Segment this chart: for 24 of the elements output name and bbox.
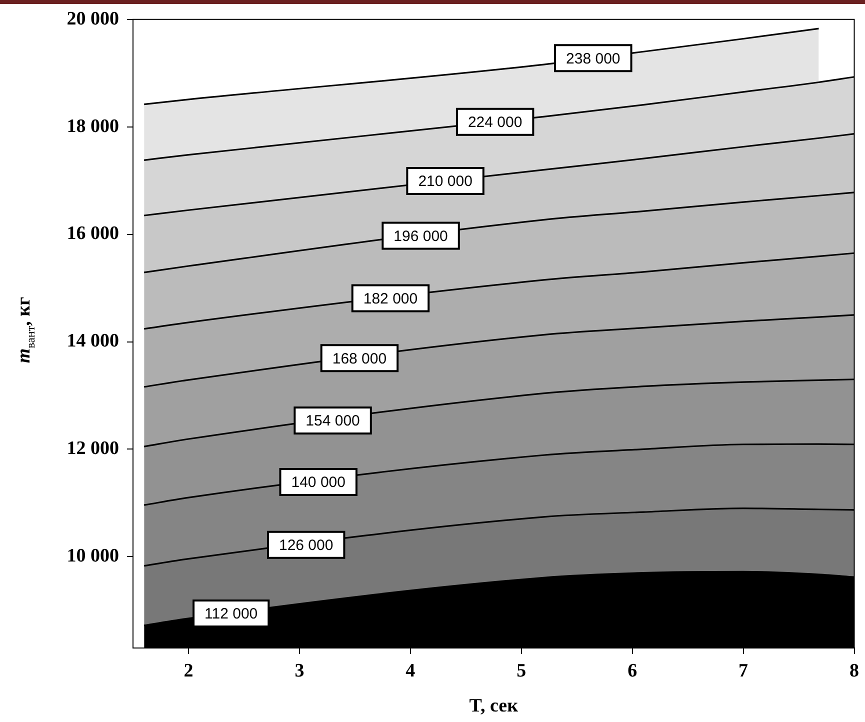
series-label: 196 000 — [394, 228, 448, 245]
series-label: 210 000 — [418, 173, 472, 190]
y-tick-label: 18 000 — [66, 116, 119, 137]
series-label: 126 000 — [278, 537, 334, 554]
x-tick-label: 4 — [406, 660, 416, 682]
y-tick-label: 20 000 — [66, 8, 119, 30]
x-tick-label: 7 — [738, 660, 749, 682]
y-tick-label: 16 000 — [66, 223, 119, 244]
series-label: 140 000 — [291, 474, 346, 492]
series-label: 224 000 — [468, 114, 522, 131]
x-tick-label: 5 — [516, 660, 526, 682]
series-label: 154 000 — [306, 412, 360, 430]
x-tick-label: 6 — [628, 660, 638, 682]
x-tick-label: 2 — [184, 660, 194, 682]
series-label: 238 000 — [566, 50, 620, 68]
y-tick-label: 14 000 — [66, 330, 119, 352]
x-tick-label: 8 — [850, 660, 859, 682]
y-tick-label: 12 000 — [66, 438, 119, 460]
series-label: 168 000 — [332, 350, 387, 368]
y-tick-label: 10 000 — [66, 546, 119, 567]
series-label: 112 000 — [204, 606, 258, 623]
series-label: 182 000 — [363, 290, 418, 308]
x-tick-label: 3 — [294, 660, 304, 682]
x-axis-title: T, сек — [469, 696, 518, 717]
